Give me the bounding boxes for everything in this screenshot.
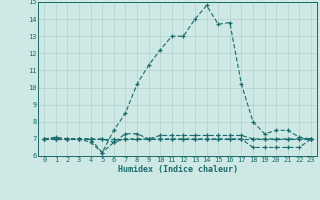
X-axis label: Humidex (Indice chaleur): Humidex (Indice chaleur) xyxy=(118,165,238,174)
